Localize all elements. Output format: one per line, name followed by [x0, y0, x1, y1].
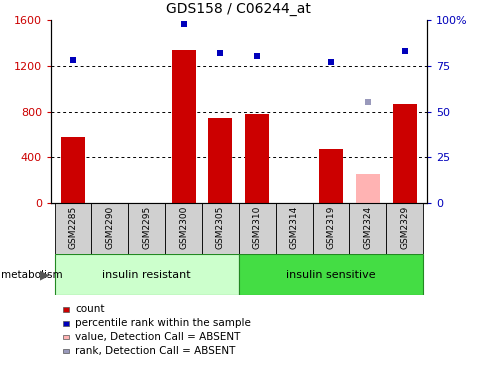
Bar — [55, 203, 91, 254]
Bar — [318, 149, 342, 203]
Bar — [55, 254, 239, 295]
Text: GSM2310: GSM2310 — [252, 206, 261, 249]
Text: insulin sensitive: insulin sensitive — [286, 269, 375, 280]
Bar — [348, 203, 385, 254]
Bar — [128, 203, 165, 254]
Text: GSM2329: GSM2329 — [399, 206, 408, 249]
Bar — [91, 203, 128, 254]
Bar — [355, 174, 379, 203]
Text: GSM2295: GSM2295 — [142, 206, 151, 249]
Bar — [239, 254, 422, 295]
Text: GSM2300: GSM2300 — [179, 206, 188, 249]
Text: GSM2285: GSM2285 — [68, 206, 77, 249]
Text: ▶: ▶ — [40, 268, 50, 281]
Text: metabolism: metabolism — [1, 269, 62, 280]
Bar — [392, 104, 416, 203]
Text: GSM2290: GSM2290 — [105, 206, 114, 249]
Text: value, Detection Call = ABSENT: value, Detection Call = ABSENT — [75, 332, 240, 342]
Bar — [61, 137, 85, 203]
Bar — [239, 203, 275, 254]
Bar — [385, 203, 422, 254]
Bar — [165, 203, 202, 254]
Text: GSM2314: GSM2314 — [289, 206, 298, 249]
Bar — [275, 203, 312, 254]
Text: GSM2305: GSM2305 — [215, 206, 225, 249]
Bar — [245, 114, 269, 203]
Text: percentile rank within the sample: percentile rank within the sample — [75, 318, 251, 328]
Bar — [171, 50, 195, 203]
Bar — [312, 203, 348, 254]
Text: count: count — [75, 304, 105, 314]
Text: GSM2319: GSM2319 — [326, 206, 335, 249]
Bar — [202, 203, 238, 254]
Text: rank, Detection Call = ABSENT: rank, Detection Call = ABSENT — [75, 346, 235, 356]
Text: insulin resistant: insulin resistant — [102, 269, 191, 280]
Title: GDS158 / C06244_at: GDS158 / C06244_at — [166, 2, 311, 16]
Bar — [208, 119, 232, 203]
Text: GSM2324: GSM2324 — [363, 206, 372, 249]
